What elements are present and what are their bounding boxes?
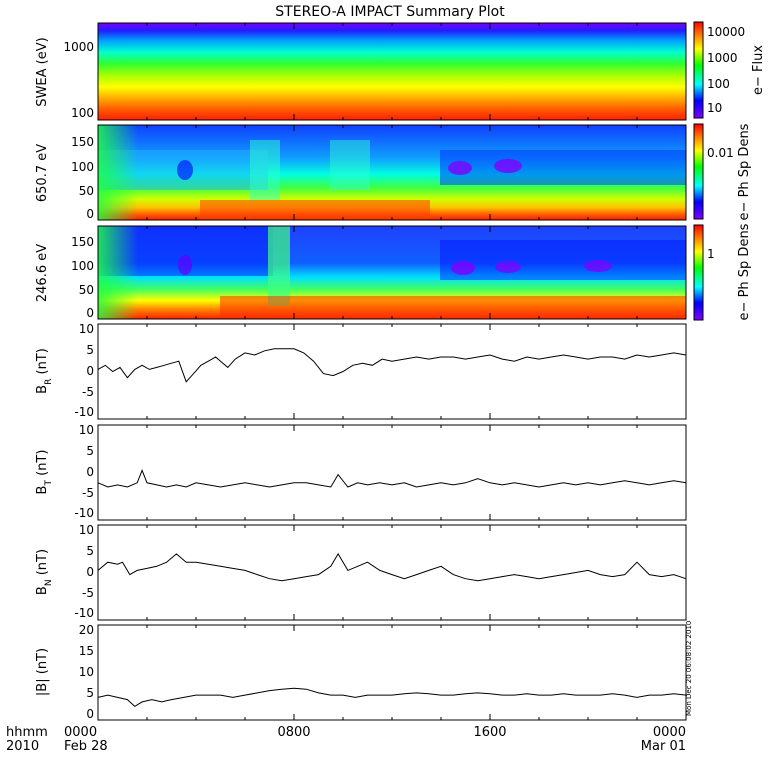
cb3-tick-1: 1 [707, 247, 715, 261]
cb1-tick-10: 10 [707, 101, 722, 115]
svg-text:-10: -10 [74, 405, 94, 419]
svg-text:-5: -5 [82, 586, 94, 600]
cb2-tick-0-01: 0.01 [707, 146, 734, 160]
timestamp: Mon Dec 20 06:08:02 2010 [685, 621, 693, 716]
b-yticks: 20 15 10 5 0 [79, 623, 94, 721]
br-trace [97, 348, 687, 383]
panel-br-frame [97, 323, 687, 420]
xtick-date-start: Feb 28 [64, 739, 108, 754]
b-magnitude-trace [97, 687, 687, 708]
p2-ytick-50: 50 [79, 184, 94, 198]
p3-ylabel: 246.6 eV [35, 244, 50, 302]
p3-ytick-150: 150 [71, 235, 94, 249]
bt-trace [97, 469, 687, 488]
svg-text:5: 5 [86, 544, 94, 558]
p3-ytick-50: 50 [79, 283, 94, 297]
bt-ylabel: BT (nT) [35, 450, 54, 495]
pitch-angle-246-spectrogram [98, 226, 686, 319]
cb2-label: e− Ph Sp Dens [737, 123, 752, 220]
b-ylabel: |B| (nT) [35, 648, 50, 696]
colorbar-flux [693, 21, 704, 119]
bn-yticks: 10 5 0 -5 -10 [74, 523, 94, 620]
bn-ylabel: BN (nT) [35, 549, 54, 595]
svg-text:-10: -10 [74, 606, 94, 620]
br-ylabel: BR (nT) [35, 348, 54, 394]
svg-text:20: 20 [79, 623, 94, 637]
pitch-angle-650-spectrogram [98, 125, 686, 220]
svg-text:5: 5 [86, 444, 94, 458]
colorbar-ph-sp-dens-650 [693, 123, 704, 220]
svg-text:0: 0 [86, 364, 94, 378]
bn-trace [97, 552, 687, 582]
svg-text:-5: -5 [82, 486, 94, 500]
p2-ytick-0: 0 [86, 207, 94, 221]
p2-ylabel: 650.7 eV [35, 144, 50, 202]
axis-ticks [97, 23, 687, 720]
svg-text:15: 15 [79, 644, 94, 658]
xaxis-row-label-year: 2010 [6, 739, 39, 754]
svg-text:5: 5 [86, 686, 94, 700]
p3-ytick-0: 0 [86, 306, 94, 320]
svg-text:10: 10 [79, 322, 94, 336]
svg-text:-5: -5 [82, 385, 94, 399]
xtick-0000-start: 0000 [64, 725, 97, 740]
plot-title: STEREO-A IMPACT Summary Plot [275, 4, 505, 20]
svg-text:0: 0 [86, 565, 94, 579]
p1-ytick-1000: 1000 [63, 40, 94, 54]
cb1-tick-1000: 1000 [707, 51, 738, 65]
cb1-label: e− Flux [751, 45, 766, 95]
xtick-0800: 0800 [277, 725, 310, 740]
swea-spectrogram [98, 23, 686, 120]
p1-ytick-100: 100 [71, 106, 94, 120]
xtick-0000-end: 0000 [653, 725, 686, 740]
panel-bt-frame [97, 424, 687, 521]
p2-ytick-100: 100 [71, 160, 94, 174]
cb1-tick-10000: 10000 [707, 25, 745, 39]
svg-text:5: 5 [86, 343, 94, 357]
svg-text:-10: -10 [74, 506, 94, 520]
panel-b-frame [97, 624, 687, 721]
bt-yticks: 10 5 0 -5 -10 [74, 423, 94, 520]
svg-text:10: 10 [79, 523, 94, 537]
xtick-date-end: Mar 01 [641, 739, 686, 754]
svg-text:0: 0 [86, 707, 94, 721]
svg-text:10: 10 [79, 665, 94, 679]
p3-ytick-100: 100 [71, 259, 94, 273]
p1-ylabel: SWEA (eV) [35, 37, 50, 106]
p2-ytick-150: 150 [71, 135, 94, 149]
panel-bn-frame [97, 524, 687, 621]
svg-text:10: 10 [79, 423, 94, 437]
br-yticks: 10 5 0 -5 -10 [74, 322, 94, 419]
xaxis-row-label-hhmm: hhmm [6, 725, 48, 740]
svg-text:0: 0 [86, 465, 94, 479]
cb1-tick-100: 100 [707, 77, 730, 91]
cb3-label: e− Ph Sp Dens [737, 223, 752, 320]
xtick-1600: 1600 [473, 725, 506, 740]
colorbar-ph-sp-dens-246 [693, 224, 704, 321]
